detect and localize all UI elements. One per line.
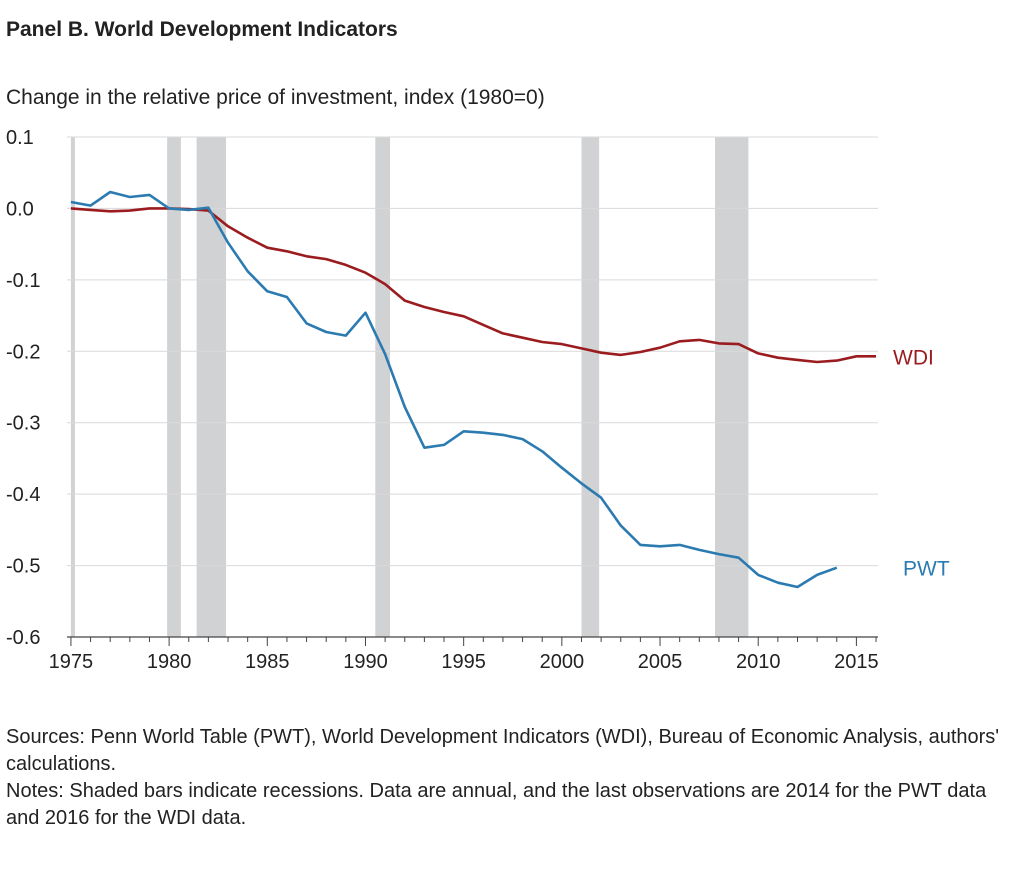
line-chart: 0.1 0.0 -0.1 -0.2 -0.3 -0.4 -0.5 -0.6 1975 1980 19… xyxy=(6,127,950,673)
y-tick-label: -0.6 xyxy=(6,627,40,649)
recession-band-3 xyxy=(375,137,391,637)
recession-band-0 xyxy=(70,137,75,637)
x-tick-label: 1990 xyxy=(343,651,388,673)
gridlines xyxy=(67,136,878,567)
y-tick-label: -0.3 xyxy=(6,413,40,435)
y-tick-label: 0.1 xyxy=(6,127,34,149)
x-tick-label: 2015 xyxy=(834,651,879,673)
x-tick-label: 1980 xyxy=(147,651,192,673)
series-lines xyxy=(70,190,876,589)
recession-band-4 xyxy=(581,137,600,637)
y-tick-label: -0.4 xyxy=(6,484,40,506)
recession-bands xyxy=(70,137,749,637)
x-tick-label: 2010 xyxy=(736,651,781,673)
notes-text: Notes: Shaded bars indicate recessions. … xyxy=(6,780,987,829)
chart-subtitle: Change in the relative price of investme… xyxy=(6,86,545,109)
y-tick-label: 0.0 xyxy=(6,198,34,220)
x-tick-label: 1995 xyxy=(441,651,486,673)
series-label-pwt: PWT xyxy=(903,558,950,581)
x-tick-label: 2000 xyxy=(540,651,585,673)
notes-block: Sources: Penn World Table (PWT), World D… xyxy=(6,724,1016,832)
x-tick-label: 1975 xyxy=(49,651,94,673)
y-tick-label: -0.1 xyxy=(6,270,40,292)
series-labels: WDI PWT xyxy=(893,346,950,580)
series-label-wdi: WDI xyxy=(893,346,934,369)
series-line-wdi xyxy=(70,207,876,364)
x-tick-label: 1985 xyxy=(245,651,290,673)
x-tick-label: 2005 xyxy=(638,651,683,673)
y-tick-label: -0.5 xyxy=(6,556,40,578)
panel-title: Panel B. World Development Indicators xyxy=(6,18,398,41)
y-tick-label: -0.2 xyxy=(6,341,40,363)
series-line-pwt xyxy=(70,190,838,589)
recession-band-1 xyxy=(167,137,181,637)
axes: 0.1 0.0 -0.1 -0.2 -0.3 -0.4 -0.5 -0.6 1975 1980 19… xyxy=(6,127,879,673)
sources-text: Sources: Penn World Table (PWT), World D… xyxy=(6,726,1000,775)
